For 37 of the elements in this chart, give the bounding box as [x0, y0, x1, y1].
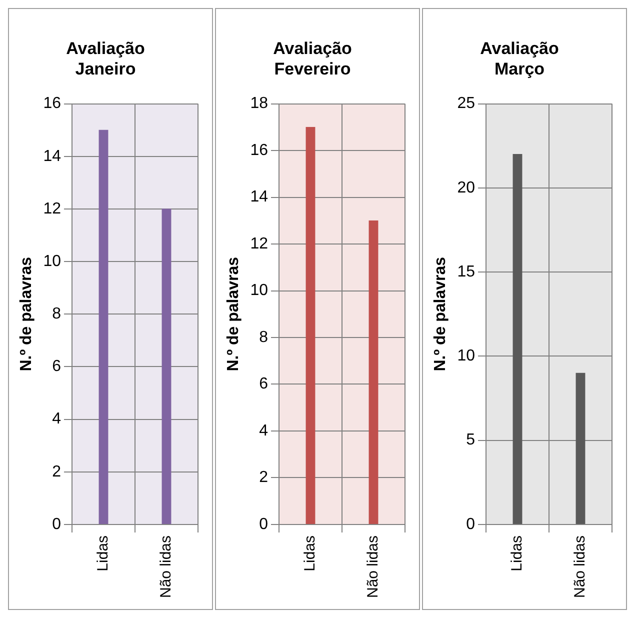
y-tick-label: 6 — [52, 358, 62, 376]
y-tick-label: 0 — [466, 516, 476, 533]
y-tick-label: 20 — [457, 179, 476, 196]
y-tick-label: 12 — [250, 235, 268, 252]
y-tick-label: 0 — [259, 516, 268, 533]
y-tick-label: 10 — [250, 282, 268, 300]
y-tick-label: 25 — [457, 95, 476, 112]
y-tick-label: 0 — [52, 516, 62, 533]
x-tick-label: Lidas — [94, 535, 112, 572]
y-axis-title: N.º de palavras — [18, 256, 36, 372]
x-tick-label: Lidas — [508, 535, 526, 572]
y-tick-label: 14 — [250, 188, 268, 206]
y-tick-label: 10 — [457, 348, 476, 365]
y-tick-label: 6 — [259, 376, 268, 393]
x-tick-label: Lidas — [302, 535, 319, 572]
chart-title: Avaliação Março — [480, 38, 559, 78]
chart-title: Avaliação Janeiro — [66, 38, 145, 78]
chart-title: Avaliação Fevereiro — [273, 38, 352, 78]
y-tick-label: 14 — [43, 148, 62, 165]
y-tick-label: 15 — [457, 263, 476, 280]
y-tick-label: 16 — [43, 95, 62, 112]
x-tick-label: Não lidas — [158, 535, 175, 598]
y-tick-label: 18 — [250, 95, 268, 112]
y-tick-label: 2 — [52, 463, 62, 480]
y-tick-label: 5 — [466, 432, 476, 449]
y-tick-label: 12 — [43, 200, 62, 218]
y-tick-label: 10 — [43, 252, 62, 270]
y-axis-title: N.º de palavras — [225, 256, 242, 372]
y-tick-label: 8 — [52, 306, 62, 323]
y-tick-label: 2 — [259, 469, 268, 486]
y-tick-label: 8 — [259, 328, 268, 346]
x-tick-label: Não lidas — [572, 535, 589, 598]
y-tick-label: 4 — [52, 410, 62, 428]
y-axis-title: N.º de palavras — [432, 256, 450, 372]
x-tick-label: Não lidas — [364, 535, 382, 598]
y-tick-label: 16 — [250, 142, 268, 159]
y-tick-label: 4 — [259, 422, 268, 440]
